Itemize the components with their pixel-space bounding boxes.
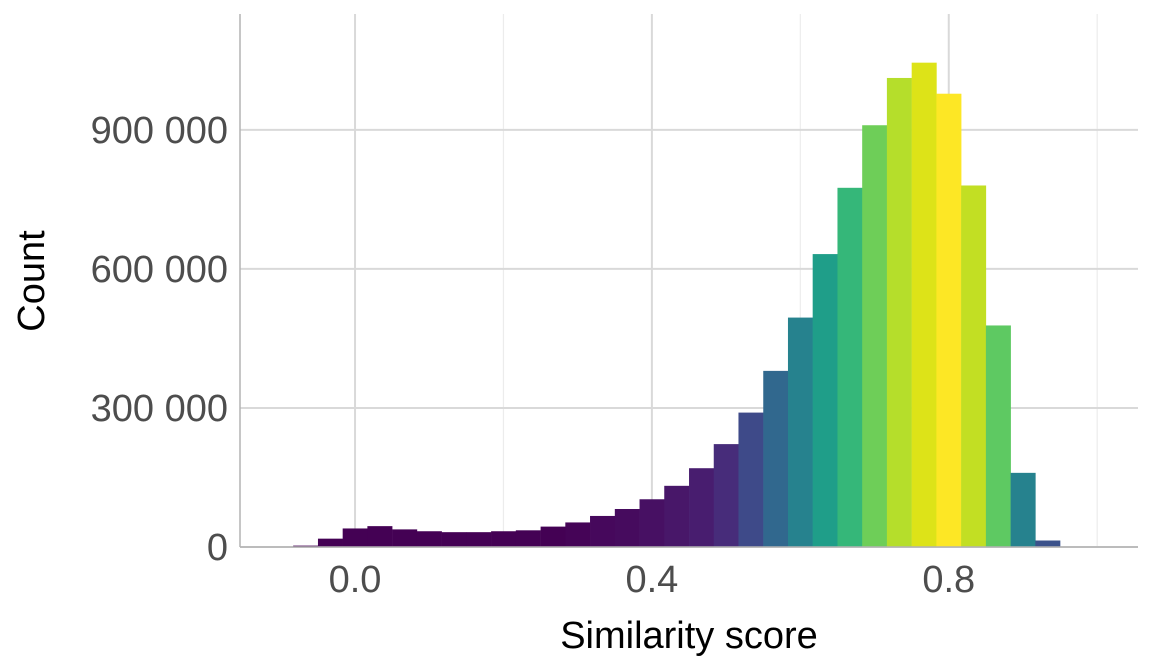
y-tick-label: 0: [207, 527, 228, 569]
x-tick-label: 0.8: [922, 559, 975, 601]
tick-labels: 0.0 0.4 0.8 0 300 000 600 000 900 000: [91, 110, 976, 601]
x-axis-title: Similarity score: [560, 615, 818, 657]
y-tick-label: 900 000: [91, 110, 228, 152]
histogram-bar: [787, 317, 813, 547]
histogram-bar: [936, 93, 962, 547]
histogram-bar: [961, 185, 987, 548]
histogram-bar: [763, 370, 789, 547]
histogram-bar: [1035, 540, 1061, 547]
histogram-bar: [590, 515, 616, 547]
histogram-bar: [491, 531, 517, 547]
histogram-bar: [911, 62, 937, 547]
histogram-bar: [317, 538, 343, 547]
y-tick-label: 600 000: [91, 249, 228, 291]
histogram-bar: [392, 529, 418, 547]
histogram-bar: [1010, 472, 1036, 547]
histogram-bar: [985, 325, 1011, 547]
x-tick-label: 0.0: [329, 559, 382, 601]
histogram-bar: [837, 187, 863, 547]
histogram-bar: [540, 526, 566, 547]
histogram-bar: [367, 526, 393, 547]
histogram-bar: [812, 254, 838, 548]
histogram-bar: [886, 77, 912, 548]
histogram-bar: [515, 530, 541, 547]
histogram-bars: [293, 62, 1061, 548]
histogram-bar: [713, 444, 739, 547]
axes: [239, 14, 1138, 548]
y-axis-title: Count: [11, 230, 53, 332]
histogram-bar: [738, 412, 764, 547]
y-tick-label: 300 000: [91, 388, 228, 430]
histogram-bar: [466, 532, 492, 547]
x-tick-label: 0.4: [625, 559, 678, 601]
histogram-bar: [664, 485, 690, 547]
histogram-bar: [416, 531, 442, 547]
histogram-bar: [862, 125, 888, 548]
histogram-bar: [565, 522, 591, 547]
histogram-bar: [441, 532, 467, 547]
histogram-bar: [639, 499, 665, 547]
histogram-bar: [342, 528, 368, 547]
histogram-bar: [689, 468, 715, 547]
histogram-bar: [614, 508, 640, 547]
